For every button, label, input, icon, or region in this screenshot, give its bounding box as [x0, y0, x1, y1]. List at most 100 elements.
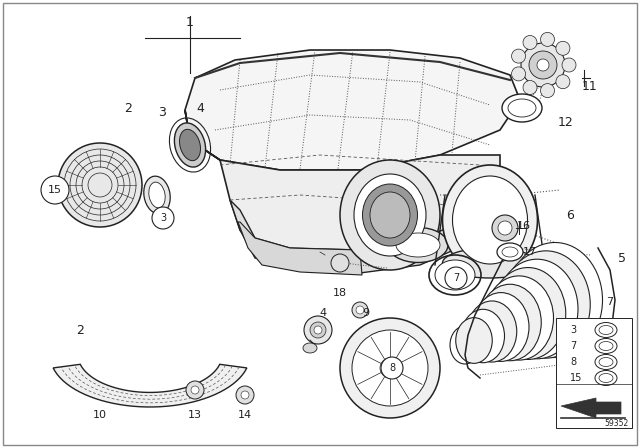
Circle shape — [541, 32, 554, 47]
Text: 8: 8 — [389, 363, 395, 373]
Ellipse shape — [362, 184, 417, 246]
Text: 6: 6 — [566, 208, 574, 221]
Circle shape — [498, 221, 512, 235]
Ellipse shape — [496, 259, 578, 359]
Ellipse shape — [354, 174, 426, 256]
Ellipse shape — [144, 176, 170, 214]
Text: 7: 7 — [453, 273, 459, 283]
Text: 18: 18 — [333, 288, 347, 298]
Ellipse shape — [502, 247, 518, 257]
Circle shape — [562, 58, 576, 72]
Circle shape — [58, 143, 142, 227]
Circle shape — [41, 176, 69, 204]
Text: 7: 7 — [607, 297, 614, 307]
Circle shape — [492, 215, 518, 241]
Circle shape — [541, 84, 554, 98]
Circle shape — [352, 302, 368, 318]
Ellipse shape — [174, 123, 205, 167]
Ellipse shape — [599, 374, 613, 383]
Circle shape — [523, 81, 537, 95]
Text: 2: 2 — [124, 102, 132, 115]
Text: 11: 11 — [582, 79, 598, 92]
Text: 5: 5 — [618, 251, 626, 264]
Circle shape — [191, 386, 199, 394]
Circle shape — [186, 381, 204, 399]
Text: 12: 12 — [558, 116, 574, 129]
Ellipse shape — [442, 165, 538, 275]
Ellipse shape — [396, 233, 440, 257]
Ellipse shape — [442, 248, 538, 278]
Text: 7: 7 — [570, 341, 576, 351]
Circle shape — [314, 326, 322, 334]
Circle shape — [511, 67, 525, 81]
Ellipse shape — [435, 260, 475, 290]
Polygon shape — [230, 200, 490, 273]
Ellipse shape — [149, 182, 165, 208]
Ellipse shape — [467, 301, 516, 362]
Text: 17: 17 — [523, 247, 537, 257]
Circle shape — [304, 316, 332, 344]
Ellipse shape — [599, 358, 613, 366]
Text: 15: 15 — [48, 185, 62, 195]
Circle shape — [380, 358, 400, 378]
Ellipse shape — [502, 94, 542, 122]
Ellipse shape — [479, 284, 541, 361]
Ellipse shape — [599, 341, 613, 350]
Text: 15: 15 — [570, 373, 582, 383]
Circle shape — [352, 330, 428, 406]
Text: 16: 16 — [517, 221, 531, 231]
Circle shape — [529, 51, 557, 79]
Text: 4: 4 — [319, 308, 326, 318]
Circle shape — [445, 267, 467, 289]
Circle shape — [331, 254, 349, 272]
Ellipse shape — [508, 99, 536, 117]
Circle shape — [241, 391, 249, 399]
Ellipse shape — [303, 343, 317, 353]
Text: 2: 2 — [76, 323, 84, 336]
Text: 9: 9 — [362, 308, 369, 318]
Text: 14: 14 — [238, 410, 252, 420]
Circle shape — [236, 386, 254, 404]
Text: 8: 8 — [570, 357, 576, 367]
Circle shape — [511, 49, 525, 63]
Ellipse shape — [456, 318, 492, 363]
Text: 4: 4 — [196, 102, 204, 115]
Ellipse shape — [179, 129, 200, 161]
Ellipse shape — [473, 293, 529, 362]
Ellipse shape — [450, 326, 480, 364]
Ellipse shape — [508, 242, 602, 358]
Text: 10: 10 — [93, 410, 107, 420]
Ellipse shape — [388, 228, 448, 263]
Ellipse shape — [490, 267, 566, 359]
Circle shape — [340, 318, 440, 418]
Circle shape — [356, 306, 364, 314]
Ellipse shape — [599, 326, 613, 335]
Circle shape — [537, 59, 549, 71]
Ellipse shape — [340, 160, 440, 270]
Circle shape — [556, 75, 570, 89]
Circle shape — [523, 35, 537, 49]
Text: 1: 1 — [186, 16, 194, 29]
Circle shape — [556, 41, 570, 55]
Polygon shape — [561, 398, 621, 418]
Circle shape — [152, 207, 174, 229]
Text: 13: 13 — [188, 410, 202, 420]
Polygon shape — [238, 222, 362, 275]
Ellipse shape — [452, 176, 527, 264]
Polygon shape — [53, 364, 247, 407]
Ellipse shape — [497, 243, 523, 261]
Text: 3: 3 — [158, 105, 166, 119]
Polygon shape — [185, 50, 520, 170]
Ellipse shape — [484, 276, 554, 360]
Circle shape — [521, 43, 565, 87]
Ellipse shape — [502, 251, 590, 358]
Ellipse shape — [461, 309, 504, 363]
Bar — [556, 318, 632, 428]
Text: 3: 3 — [570, 325, 576, 335]
Polygon shape — [185, 110, 500, 268]
Text: 59352: 59352 — [605, 418, 629, 427]
Ellipse shape — [370, 192, 410, 238]
Text: 3: 3 — [160, 213, 166, 223]
Circle shape — [310, 322, 326, 338]
Circle shape — [381, 357, 403, 379]
